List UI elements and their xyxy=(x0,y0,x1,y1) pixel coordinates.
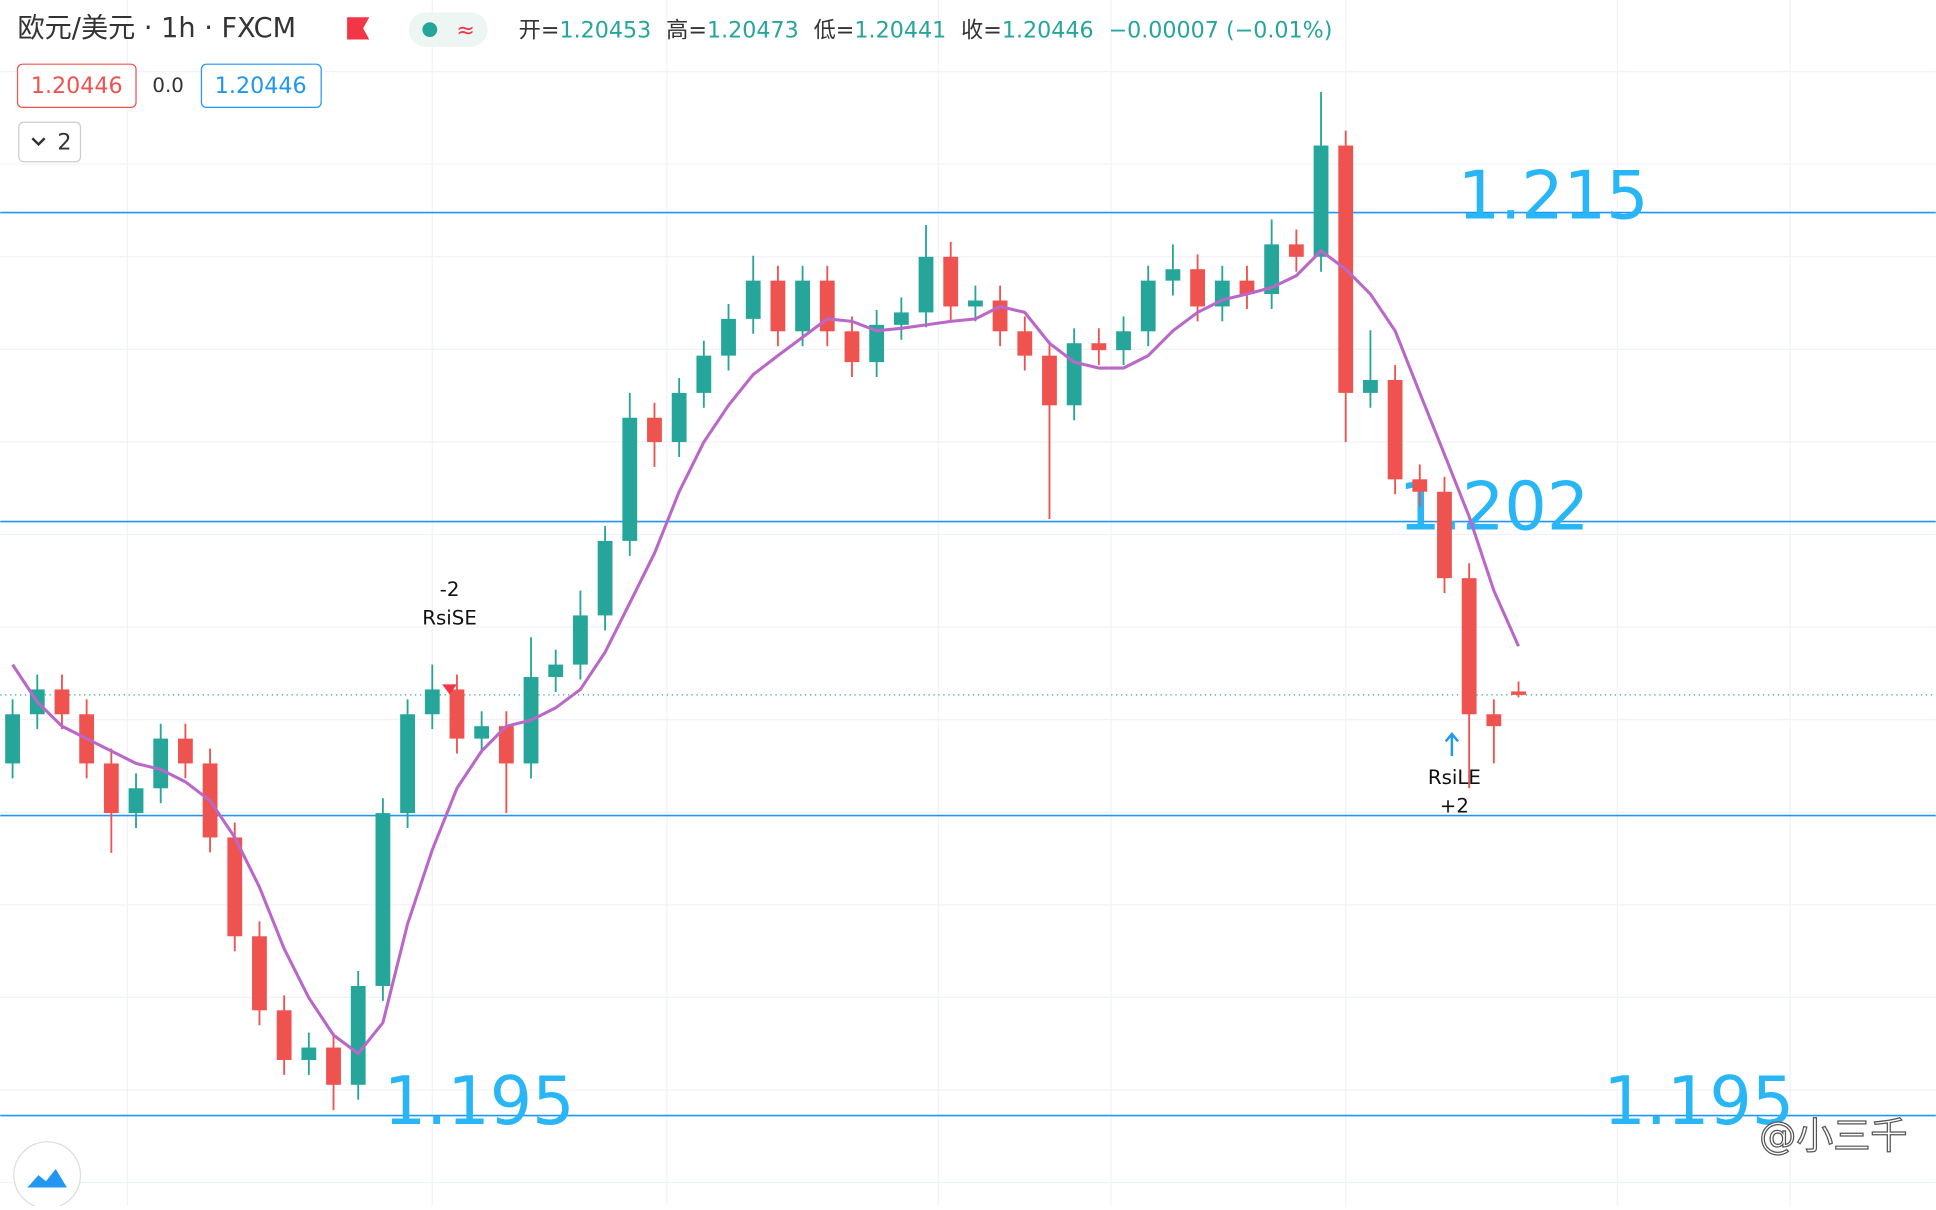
candle-body xyxy=(326,1047,341,1085)
candle-body xyxy=(54,689,70,715)
candle-body xyxy=(1042,355,1057,406)
candle-body xyxy=(770,280,786,332)
candle-body xyxy=(1363,379,1378,393)
logo-badge[interactable] xyxy=(13,1141,82,1210)
candle-body xyxy=(177,738,193,764)
ohlc-value: 1.20473 xyxy=(707,17,799,43)
candle-body xyxy=(597,540,613,616)
chevron xyxy=(31,137,46,147)
candle-body xyxy=(1066,343,1082,406)
candle-body xyxy=(1165,269,1181,281)
candle-body xyxy=(350,985,366,1085)
signal-label: RsiSE xyxy=(422,606,477,629)
candle-body xyxy=(1387,379,1403,480)
candle-body xyxy=(943,256,959,307)
plot: 1.215 1.202 1.195 1.195 -2 RsiSE RsiLE +2 xyxy=(0,91,1936,1140)
candle-body xyxy=(968,300,983,307)
candle-body xyxy=(548,664,564,678)
buy-price: 1.20446 xyxy=(215,73,307,99)
candle-body xyxy=(647,417,662,443)
watermark: @小三千 xyxy=(1759,1115,1907,1158)
indicator-count: 2 xyxy=(57,130,71,156)
candle-body xyxy=(1486,714,1502,727)
candle-body xyxy=(795,280,810,332)
spread: 0.0 xyxy=(152,74,183,97)
candle-body xyxy=(474,726,490,739)
candle-body xyxy=(128,788,144,814)
candle-body xyxy=(572,615,588,665)
candle-body xyxy=(153,738,169,789)
status-icon: ≈ xyxy=(456,17,475,43)
logo xyxy=(27,1168,67,1188)
signal-arrow xyxy=(1444,732,1460,757)
level-label: 1.195 xyxy=(384,1062,575,1140)
candle-body xyxy=(276,1010,292,1060)
ohlc-value: 1.20453 xyxy=(559,17,651,43)
candle-body xyxy=(696,355,712,393)
candle-body xyxy=(671,392,687,443)
signal-label: -2 xyxy=(440,578,460,601)
sell-box[interactable] xyxy=(16,63,137,109)
candle-body xyxy=(622,417,638,541)
candle-body xyxy=(1288,244,1304,257)
ohlc-label: 开= xyxy=(519,17,560,43)
indicator-toggle[interactable] xyxy=(18,121,82,163)
candle-body xyxy=(375,813,391,986)
ohlc-value: 1.20441 xyxy=(854,17,946,43)
level-label: 1.202 xyxy=(1398,468,1589,546)
candle-body xyxy=(1412,479,1428,492)
candle-body xyxy=(918,256,934,313)
candle-body xyxy=(252,936,267,1011)
candle-body xyxy=(869,324,885,363)
moving-average xyxy=(11,248,1520,1056)
buy-box[interactable] xyxy=(200,63,322,109)
candle-body xyxy=(844,331,860,363)
candle-body xyxy=(721,318,736,356)
status-dot xyxy=(422,22,438,38)
signal-label: RsiLE xyxy=(1428,766,1481,789)
candle-body xyxy=(400,714,415,814)
candle-body xyxy=(424,689,440,715)
candle-body xyxy=(498,726,514,764)
ohlc-label: 低= xyxy=(814,17,855,43)
candle-body xyxy=(227,837,243,937)
sell-price: 1.20446 xyxy=(31,73,123,99)
ohlc-label: 高= xyxy=(666,17,707,43)
candle-body xyxy=(1511,691,1526,695)
candle-body xyxy=(893,312,909,325)
candle-body xyxy=(5,714,20,764)
candle-body xyxy=(1313,145,1329,257)
candle-body xyxy=(103,763,119,814)
candle-body xyxy=(449,689,465,739)
ohlc-label: 收= xyxy=(961,17,1002,43)
candle-body xyxy=(745,280,761,319)
candle-body xyxy=(1461,578,1477,715)
candle-body xyxy=(1017,331,1033,356)
candle-body xyxy=(1116,331,1131,351)
candle-body xyxy=(1264,244,1280,295)
candle-body xyxy=(1190,269,1206,307)
candle-body xyxy=(1239,280,1255,295)
candle-body xyxy=(1437,491,1452,579)
ohlc-row: 开= 1.20453 高= 1.20473 低= 1.20441 收= 1.20446 −0.0… xyxy=(519,17,1333,43)
flag-icon xyxy=(347,17,370,40)
signal-label: +2 xyxy=(1440,794,1469,817)
level-label: 1.195 xyxy=(1603,1062,1794,1140)
signal-arrow xyxy=(442,684,457,695)
status-pill xyxy=(408,12,488,47)
ohlc-value: −0.00007 (−0.01%) xyxy=(1108,17,1332,43)
chart-title: 欧元/美元 · 1h · FXCM xyxy=(18,13,297,44)
candle-body xyxy=(1091,343,1107,351)
level-label: 1.215 xyxy=(1458,156,1649,234)
candle-body xyxy=(1140,280,1156,332)
ohlc-value: 1.20446 xyxy=(1002,17,1094,43)
candle-body xyxy=(301,1047,317,1060)
header: 欧元/美元 · 1h · FXCM ≈ 开= 1.20453 高= 1.20473 低=… xyxy=(16,12,1333,163)
